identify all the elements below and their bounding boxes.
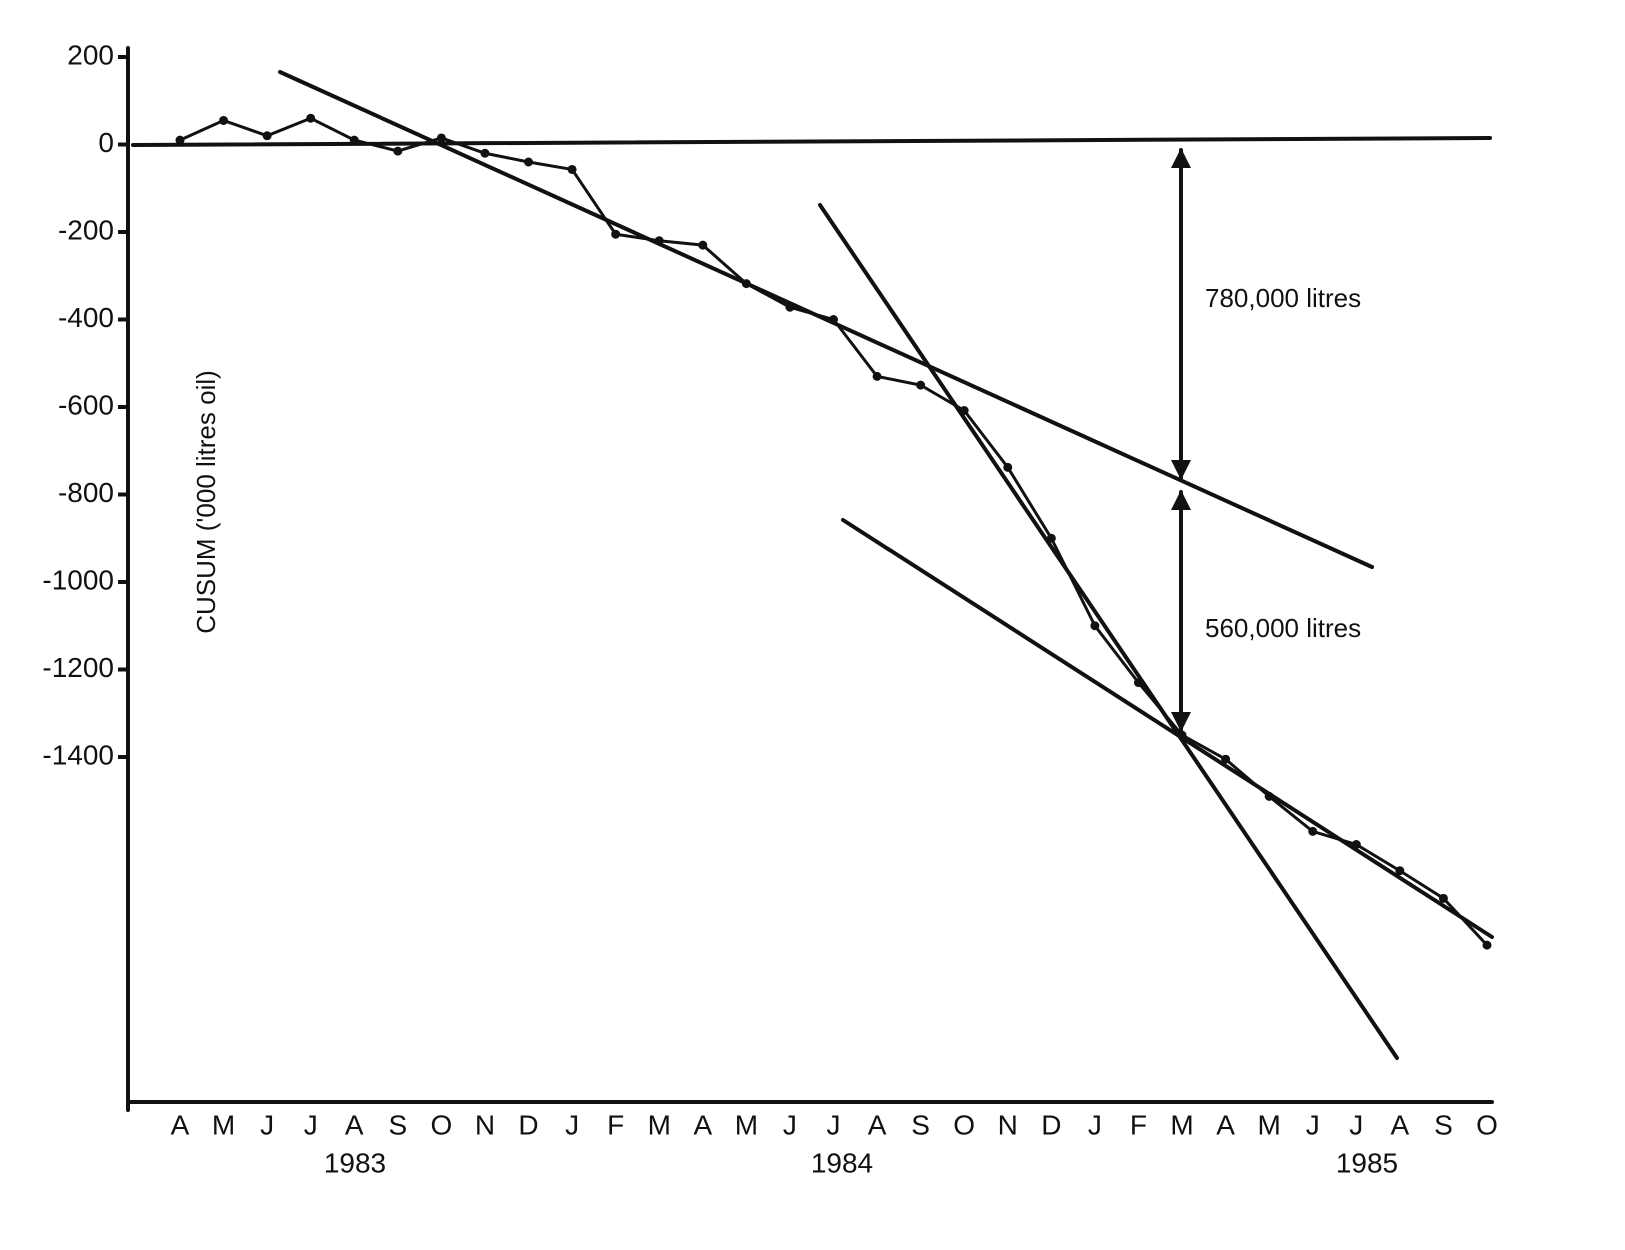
data-point (1046, 533, 1056, 543)
x-tick-label: J (304, 1109, 318, 1140)
x-tick-label: N (998, 1109, 1018, 1140)
x-tick-label: S (1434, 1109, 1453, 1140)
x-tick-label: S (388, 1109, 407, 1140)
y-tick-label: -200 (58, 214, 114, 245)
x-tick-label: A (345, 1109, 364, 1140)
x-tick-label: J (827, 1109, 841, 1140)
data-point (611, 229, 621, 239)
x-tick-label: D (518, 1109, 538, 1140)
data-point (829, 315, 838, 324)
data-point (698, 240, 708, 250)
year-label: 1984 (811, 1147, 873, 1178)
x-tick-label: A (693, 1109, 712, 1140)
x-tick-label: M (735, 1109, 758, 1140)
data-point (654, 236, 664, 246)
y-tick-label: -1000 (42, 564, 114, 595)
x-tick-label: F (607, 1109, 624, 1140)
x-tick-label: M (212, 1109, 235, 1140)
annotation: 560,000 litres (1205, 613, 1361, 643)
x-tick-label: J (565, 1109, 579, 1140)
data-point (1351, 840, 1361, 849)
data-point (1438, 893, 1448, 903)
data-point (741, 279, 751, 289)
data-point (306, 113, 316, 123)
x-tick-label: A (868, 1109, 887, 1140)
trend-line (818, 203, 1399, 1060)
x-tick-label: S (911, 1109, 930, 1140)
y-axis-label: CUSUM ('000 litres oil) (191, 370, 221, 634)
y-tick-label: 0 (98, 127, 114, 158)
x-tick-label: J (1088, 1109, 1102, 1140)
y-tick-label: -400 (58, 302, 114, 333)
data-point (349, 135, 359, 145)
data-point (393, 146, 403, 156)
data-point (872, 371, 882, 381)
y-tick-label: -600 (58, 389, 114, 420)
trend-line (278, 70, 1374, 569)
year-label: 1983 (324, 1147, 386, 1178)
data-point (1264, 791, 1274, 801)
data-point (219, 115, 229, 125)
annotation: 780,000 litres (1205, 283, 1361, 313)
data-point (1395, 866, 1405, 876)
data-point (1482, 940, 1492, 950)
data-point (175, 135, 185, 145)
data-point (959, 406, 969, 415)
data-point (1221, 754, 1231, 764)
data-point (1090, 621, 1100, 631)
x-tick-label: A (171, 1109, 190, 1140)
zero-reference-line (131, 136, 1492, 147)
x-tick-label: O (431, 1109, 453, 1140)
data-point (1133, 678, 1143, 688)
y-tick-label: -800 (58, 477, 114, 508)
x-tick-label: J (260, 1109, 274, 1140)
x-tick-label: N (475, 1109, 495, 1140)
x-tick-label: M (1258, 1109, 1281, 1140)
x-tick-label: J (1349, 1109, 1363, 1140)
x-tick-label: O (1476, 1109, 1498, 1140)
y-tick-label: -1200 (42, 652, 114, 683)
y-tick-label: -1400 (42, 739, 114, 770)
x-tick-label: J (783, 1109, 797, 1140)
data-point (1308, 826, 1318, 836)
x-tick-label: M (648, 1109, 671, 1140)
year-label: 1985 (1336, 1147, 1398, 1178)
data-point (480, 148, 490, 158)
x-tick-label: A (1391, 1109, 1410, 1140)
data-point (436, 133, 446, 143)
data-point (524, 157, 534, 167)
data-point (1177, 730, 1187, 740)
x-tick-label: F (1130, 1109, 1147, 1140)
x-tick-label: M (1170, 1109, 1193, 1140)
x-tick-label: J (1306, 1109, 1320, 1140)
data-point (1003, 462, 1013, 472)
x-tick-label: D (1041, 1109, 1061, 1140)
x-tick-label: O (953, 1109, 975, 1140)
data-point (785, 302, 795, 312)
data-point (567, 164, 577, 174)
trend-line (841, 518, 1494, 939)
x-tick-label: A (1216, 1109, 1235, 1140)
data-point (916, 380, 926, 390)
data-point (262, 131, 272, 141)
y-tick-label: 200 (67, 39, 114, 70)
